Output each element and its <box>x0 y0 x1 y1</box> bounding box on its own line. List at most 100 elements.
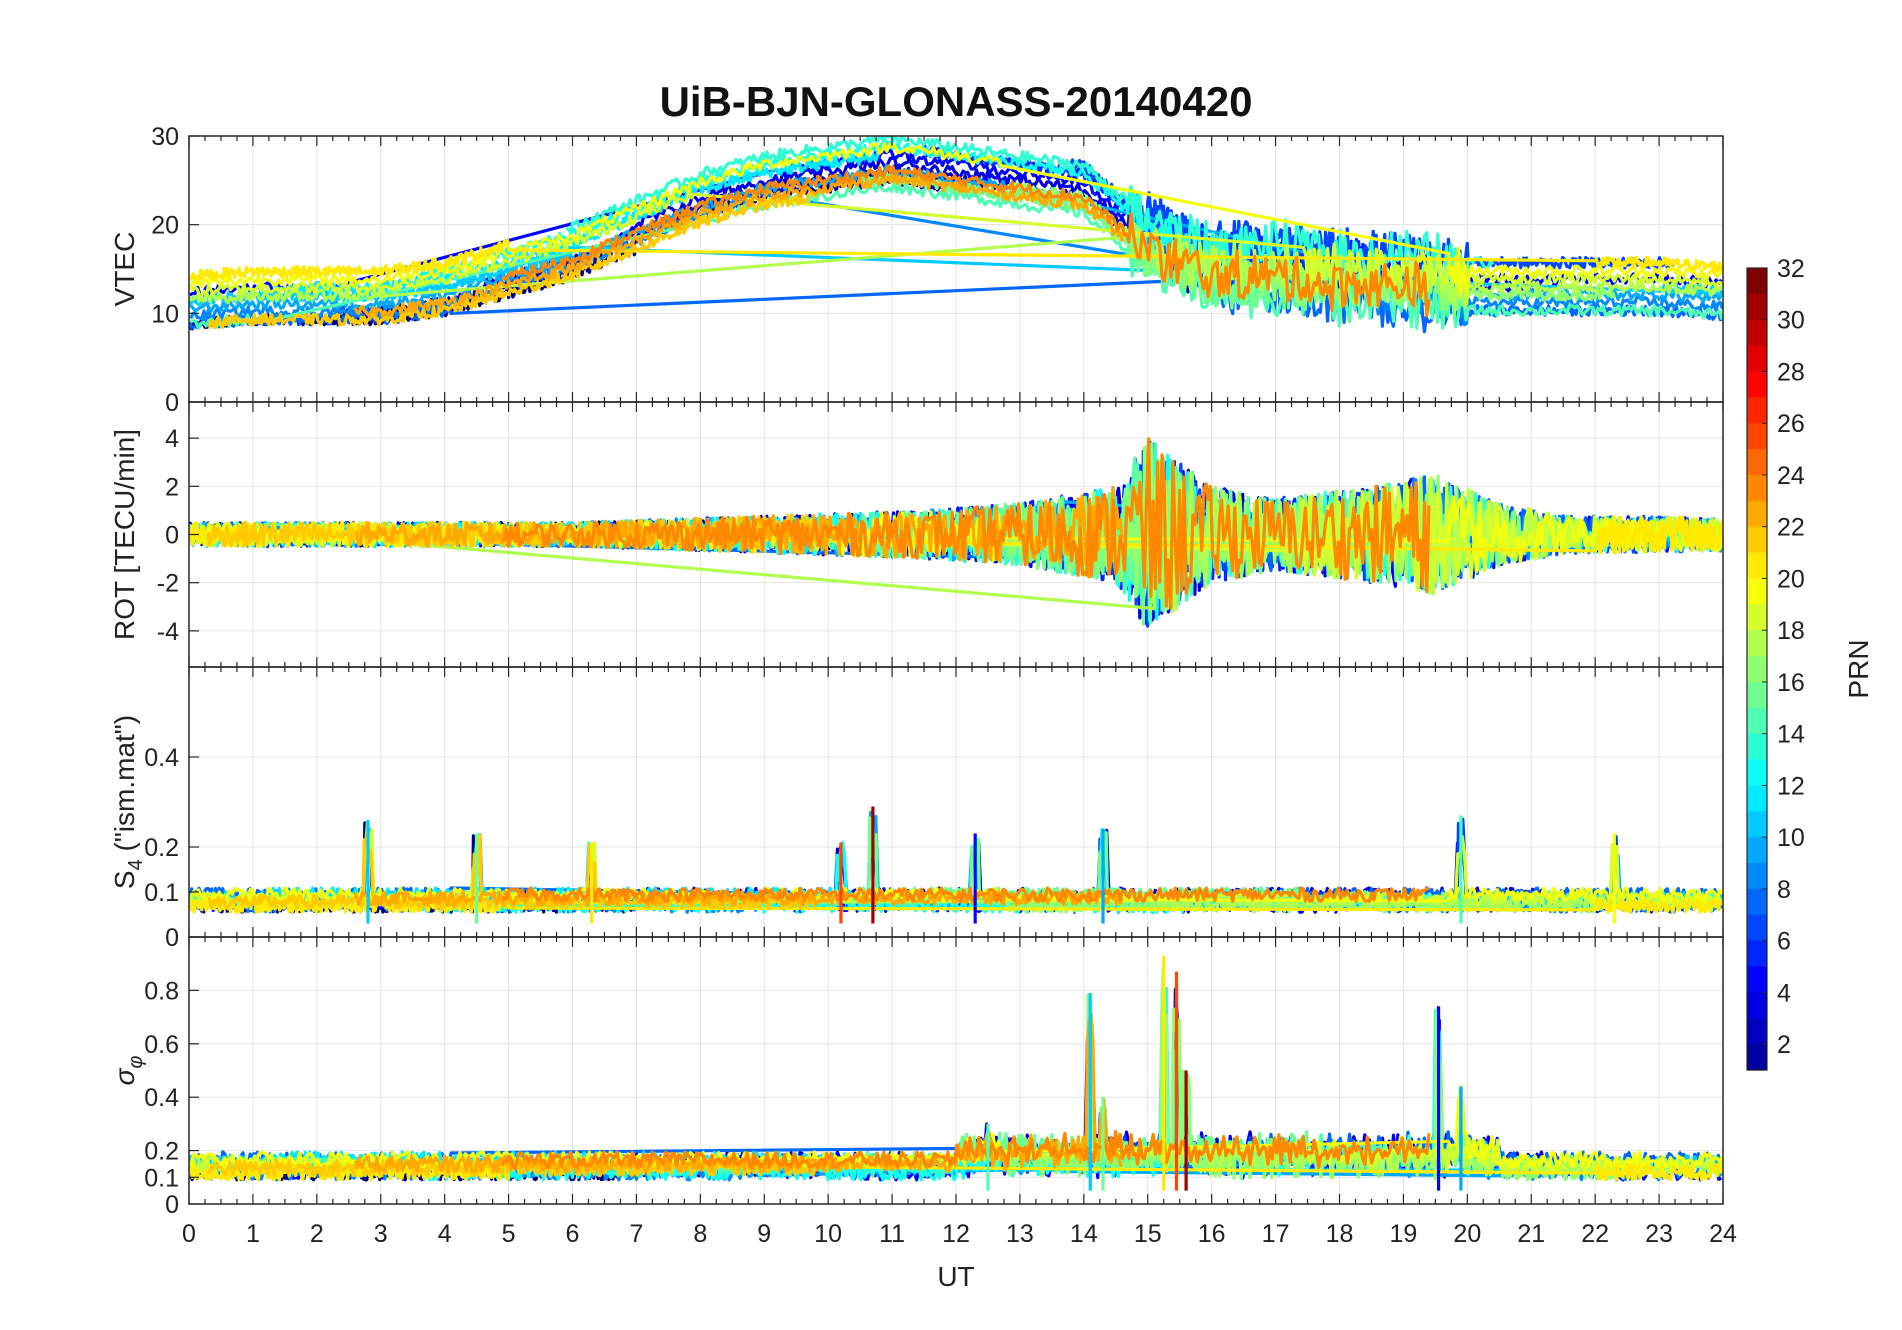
colorbar-segment <box>1747 914 1767 942</box>
colorbar-segment <box>1747 785 1767 812</box>
colorbar-segment <box>1747 733 1767 761</box>
y-tick-label: 0 <box>165 1191 179 1219</box>
x-tick-label: 19 <box>1390 1220 1418 1248</box>
y-tick-label: 4 <box>165 425 179 453</box>
x-tick-label: 12 <box>942 1220 970 1248</box>
colorbar-segment <box>1747 707 1767 735</box>
x-tick-label: 16 <box>1198 1220 1226 1248</box>
series-prn-24 <box>500 164 1431 318</box>
vtec-panel: 0 10 20 30 VTEC <box>109 123 1724 417</box>
colorbar-segment <box>1747 630 1767 657</box>
series-prn-23 <box>353 172 1124 318</box>
colorbar-segment <box>1747 888 1767 916</box>
colorbar-tick-label: 4 <box>1777 979 1791 1007</box>
s4-series <box>189 806 1723 924</box>
colorbar-segment <box>1747 500 1767 528</box>
y-tick-label: 0.4 <box>144 1084 179 1112</box>
colorbar-tick-label: 30 <box>1777 307 1805 335</box>
colorbar-segment <box>1747 423 1767 450</box>
colorbar-tick-label: 2 <box>1777 1031 1791 1059</box>
colorbar-segment <box>1747 449 1767 476</box>
rot-series <box>189 437 1723 628</box>
colorbar-box <box>1746 267 1768 1071</box>
colorbar-tick-label: 14 <box>1777 721 1805 749</box>
series-prn-21 <box>189 897 1723 914</box>
colorbar-tick-label: 12 <box>1777 772 1805 800</box>
colorbar-segment <box>1747 1044 1767 1071</box>
series-prn-24 <box>501 886 1430 903</box>
series-prn-23 <box>353 1011 1124 1174</box>
x-tick-label: 24 <box>1709 1220 1737 1248</box>
colorbar-tick-label: 20 <box>1777 565 1805 593</box>
vtec-ylabel: VTEC <box>109 232 140 307</box>
colorbar-segment <box>1747 992 1767 1019</box>
x-tick-label: 17 <box>1262 1220 1290 1248</box>
colorbar-segment <box>1747 371 1767 398</box>
y-tick-label: 0.2 <box>144 1138 179 1166</box>
colorbar-tick-label: 26 <box>1777 410 1805 438</box>
x-axis-ticks: 0 1 2 3 4 5 6 7 8 9 10 11 12 13 14 15 16 17 18 19 20 21 22 23 24 <box>182 1220 1737 1248</box>
colorbar-label: PRN <box>1843 639 1874 698</box>
colorbar-segment <box>1747 863 1767 890</box>
colorbar-segment <box>1747 811 1767 838</box>
series-prn-21 <box>189 238 1723 282</box>
series-prn-21 <box>189 1162 1723 1182</box>
colorbar-segment <box>1747 474 1767 502</box>
x-tick-label: 11 <box>879 1220 905 1248</box>
y-tick-label: 0 <box>165 389 179 417</box>
x-tick-label: 0 <box>182 1220 196 1248</box>
series-prn-20 <box>189 142 1723 294</box>
rot-ylabel: ROT [TECU/min] <box>109 429 140 640</box>
y-tick-label: 0.1 <box>144 879 179 907</box>
colorbar-segment <box>1747 1018 1767 1045</box>
x-tick-label: 10 <box>814 1220 842 1248</box>
colorbar-tick-label: 8 <box>1777 876 1791 904</box>
x-tick-label: 23 <box>1645 1220 1673 1248</box>
colorbar-segment <box>1747 966 1767 993</box>
colorbar-segment <box>1747 759 1767 787</box>
colorbar-segment <box>1747 268 1767 295</box>
x-tick-label: 3 <box>374 1220 388 1248</box>
series-prn-24 <box>501 437 1431 610</box>
series-prn-24 <box>500 1129 1431 1170</box>
colorbar-segment <box>1747 656 1767 683</box>
y-tick-label: 0 <box>165 522 179 550</box>
y-tick-label: 0.1 <box>144 1164 179 1192</box>
colorbar-segment <box>1747 319 1767 347</box>
x-tick-label: 22 <box>1581 1220 1609 1248</box>
y-tick-label: -2 <box>157 570 179 598</box>
s4-panel: 0 0.1 0.2 0.4S4 ("ism.mat") <box>109 666 1724 952</box>
y-tick-label: -4 <box>157 618 179 646</box>
y-tick-label: 0.2 <box>144 834 179 862</box>
colorbar-tick-label: 18 <box>1777 617 1805 645</box>
x-tick-label: 1 <box>246 1220 260 1248</box>
x-tick-label: 9 <box>757 1220 771 1248</box>
s4-ylabel: S4 ("ism.mat") <box>109 715 147 889</box>
y-tick-label: 0.6 <box>144 1031 179 1059</box>
sigma_phi-ylabel: σφ <box>109 1056 147 1086</box>
x-tick-label: 18 <box>1326 1220 1354 1248</box>
x-tick-label: 4 <box>438 1220 452 1248</box>
series-prn-9 <box>189 191 1723 327</box>
colorbar-tick-label: 22 <box>1777 514 1805 542</box>
colorbar-tick-label: 10 <box>1777 824 1805 852</box>
x-tick-label: 5 <box>502 1220 516 1248</box>
colorbar-segment <box>1747 293 1767 321</box>
colorbar-tick-label: 28 <box>1777 358 1805 386</box>
colorbar-segment <box>1747 681 1767 709</box>
colorbar-segment <box>1747 345 1767 373</box>
x-tick-label: 2 <box>310 1220 324 1248</box>
colorbar-tick-label: 32 <box>1777 255 1805 283</box>
colorbar-segment <box>1747 552 1767 580</box>
x-axis-label: UT <box>937 1261 974 1292</box>
x-tick-label: 14 <box>1070 1220 1098 1248</box>
colorbar-segment <box>1747 578 1767 605</box>
y-tick-label: 20 <box>151 212 179 240</box>
x-tick-label: 21 <box>1517 1220 1545 1248</box>
colorbar-segment <box>1747 837 1767 864</box>
y-tick-label: 0 <box>165 924 179 952</box>
colorbar-tick-label: 24 <box>1777 462 1805 490</box>
x-tick-label: 13 <box>1006 1220 1034 1248</box>
